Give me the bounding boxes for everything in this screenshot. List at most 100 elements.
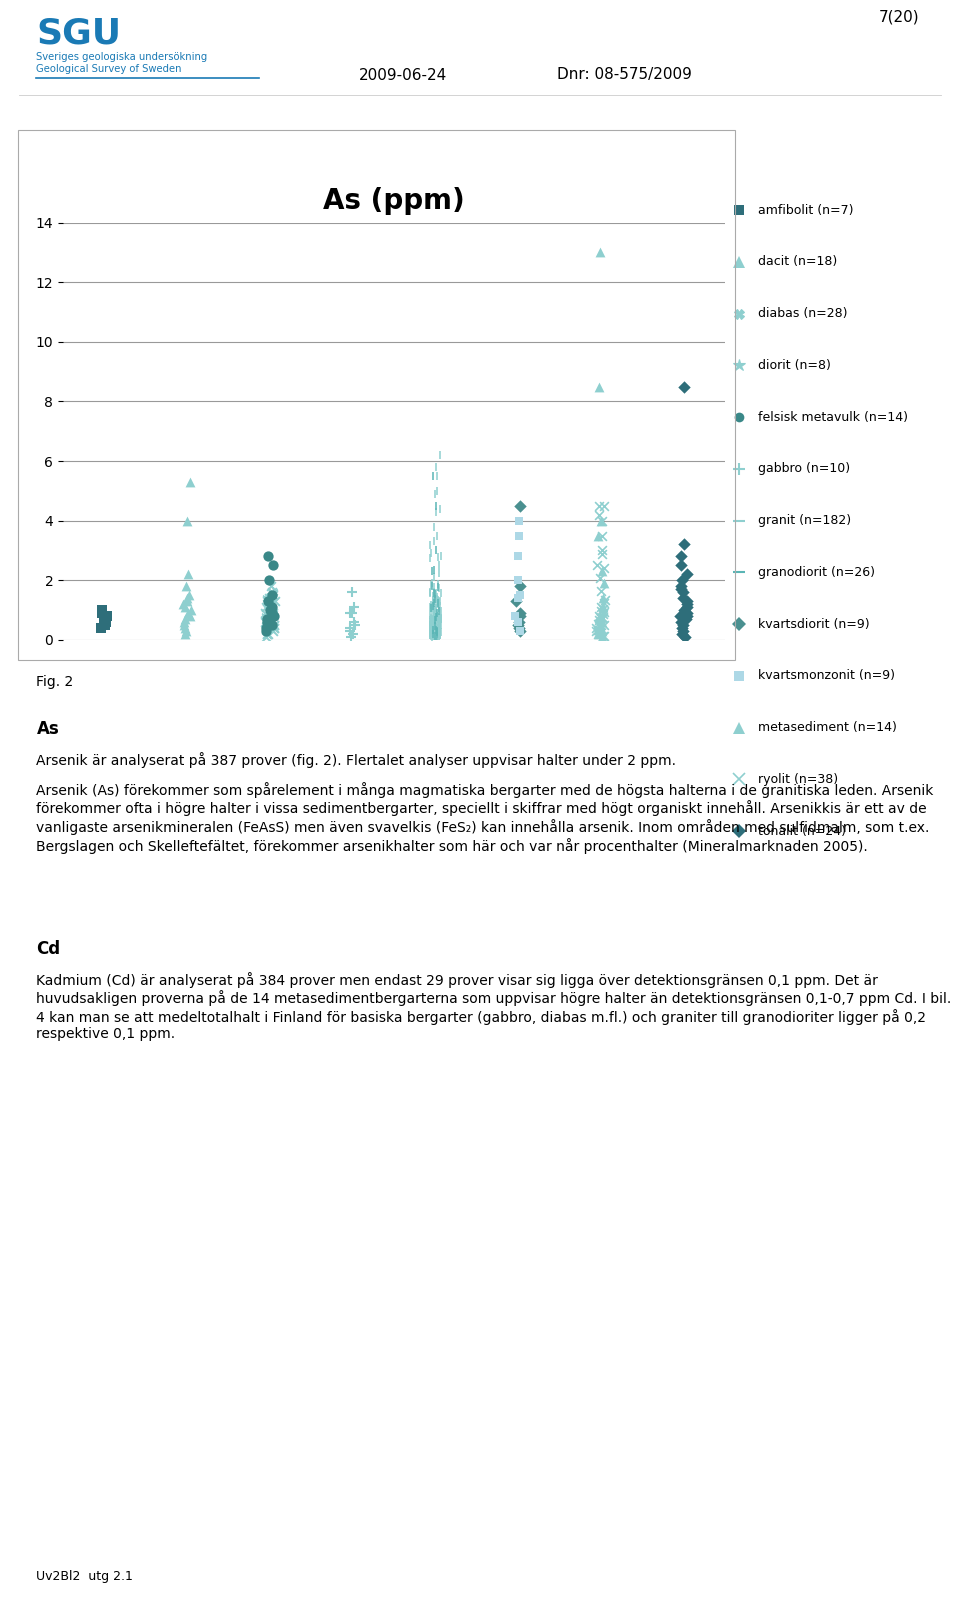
Point [180,585,195,611]
Point [429,603,444,629]
Point [431,616,446,642]
Point [423,608,439,634]
Point [590,611,606,637]
Point [432,553,447,579]
Point [433,621,448,647]
Point [679,603,694,629]
Point [432,593,447,619]
Point [675,585,690,611]
Point [433,606,448,632]
Point [264,579,279,605]
Point [431,606,446,632]
Point [431,598,446,624]
Point [510,610,525,635]
Point [428,623,444,648]
Point [428,605,444,631]
Point [594,558,610,584]
Point [430,618,445,644]
Point [593,611,609,637]
Point [261,568,276,593]
Point [258,610,274,635]
Point [427,611,443,637]
Point [429,619,444,645]
Point [426,610,442,635]
Point [428,623,444,648]
Point [596,585,612,611]
Point [422,613,438,639]
Point [433,543,448,569]
Point [423,614,439,640]
Point [432,600,447,626]
Point [264,572,279,598]
Point [433,623,448,648]
Point [593,508,609,534]
Point [430,574,445,600]
Point [590,522,606,548]
Point [430,605,445,631]
Point [433,598,448,624]
Point [428,621,444,647]
Point [432,589,447,614]
Point [424,608,440,634]
Point [177,610,192,635]
Point [260,597,276,623]
Point [591,621,607,647]
Point [427,582,443,608]
Text: granodiorit (n=26): granodiorit (n=26) [758,566,876,579]
Point [432,605,447,631]
Point [597,587,612,613]
Point [429,614,444,640]
Point [425,616,441,642]
Point [673,576,688,602]
Point [512,603,527,629]
Point [432,559,447,585]
Point [423,595,439,621]
Point [428,605,444,631]
Point [423,572,439,598]
Point [430,618,445,644]
Point [427,623,443,648]
Point [511,610,526,635]
Point [594,522,610,548]
Point [431,595,446,621]
Point [428,624,444,650]
Text: Sveriges geologiska undersökning: Sveriges geologiska undersökning [36,52,207,61]
Point [425,623,441,648]
Point [428,606,444,632]
Point [423,540,439,566]
Point [426,598,442,624]
Point [596,493,612,519]
Point [177,614,192,640]
Text: metasediment (n=14): metasediment (n=14) [758,721,898,734]
Point [591,606,607,632]
Point [259,606,275,632]
Point [430,545,445,571]
Point [425,623,441,648]
Point [424,569,440,595]
Point [266,603,281,629]
Point [430,614,445,640]
Point [432,441,447,467]
Point [513,493,528,519]
Point [432,611,447,637]
Point [593,614,609,640]
Point [426,579,442,605]
Point [429,621,444,647]
Point [512,508,527,534]
Point [424,572,440,598]
Point [431,621,446,647]
Point [429,595,444,621]
Point [674,610,689,635]
Text: amfibolit (n=7): amfibolit (n=7) [758,204,853,217]
Point [342,618,357,644]
Point [426,556,442,582]
Point [596,571,612,597]
Point [94,600,109,626]
Point [422,621,438,647]
Point [674,568,689,593]
Point [425,587,441,613]
Point [430,590,445,616]
Point [265,611,280,637]
Point [432,624,447,650]
Point [590,618,606,644]
